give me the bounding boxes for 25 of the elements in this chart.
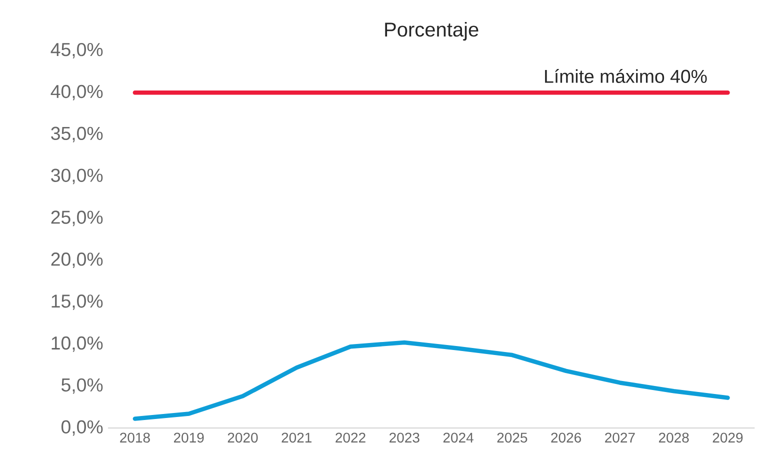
line-series	[132, 340, 730, 421]
x-tick-label: 2020	[228, 432, 258, 443]
series-label: Límite máximo 40%	[545, 69, 707, 83]
y-tick-label: 10,0%	[52, 336, 103, 352]
x-tick-label: 2027	[605, 432, 635, 443]
y-tick-label: 35,0%	[51, 126, 103, 142]
chart-title: Porcentaje	[385, 22, 478, 41]
y-tick-label: 30,0%	[51, 168, 103, 184]
x-tick-label: 2026	[551, 432, 582, 443]
x-tick-label: 2023	[390, 432, 420, 443]
y-tick-label: 45,0%	[50, 42, 103, 58]
x-tick-label: 2022	[336, 432, 366, 443]
y-tick-label: 0,0%	[61, 420, 103, 436]
x-tick-label: 2025	[497, 432, 528, 443]
y-tick-label: 15,0%	[52, 294, 103, 310]
x-tick-label: 2019	[174, 432, 204, 443]
x-tick-label: 2028	[658, 432, 689, 443]
x-tick-label: 2029	[712, 432, 743, 443]
x-tick-label: 2021	[282, 432, 312, 443]
x-tick-label: 2024	[443, 432, 474, 443]
y-tick-label: 40,0%	[50, 84, 103, 100]
y-tick-label: 20,0%	[51, 252, 103, 268]
x-tick-label: 2018	[120, 432, 150, 443]
y-tick-label: 5,0%	[62, 378, 103, 394]
y-tick-label: 25,0%	[51, 210, 103, 226]
